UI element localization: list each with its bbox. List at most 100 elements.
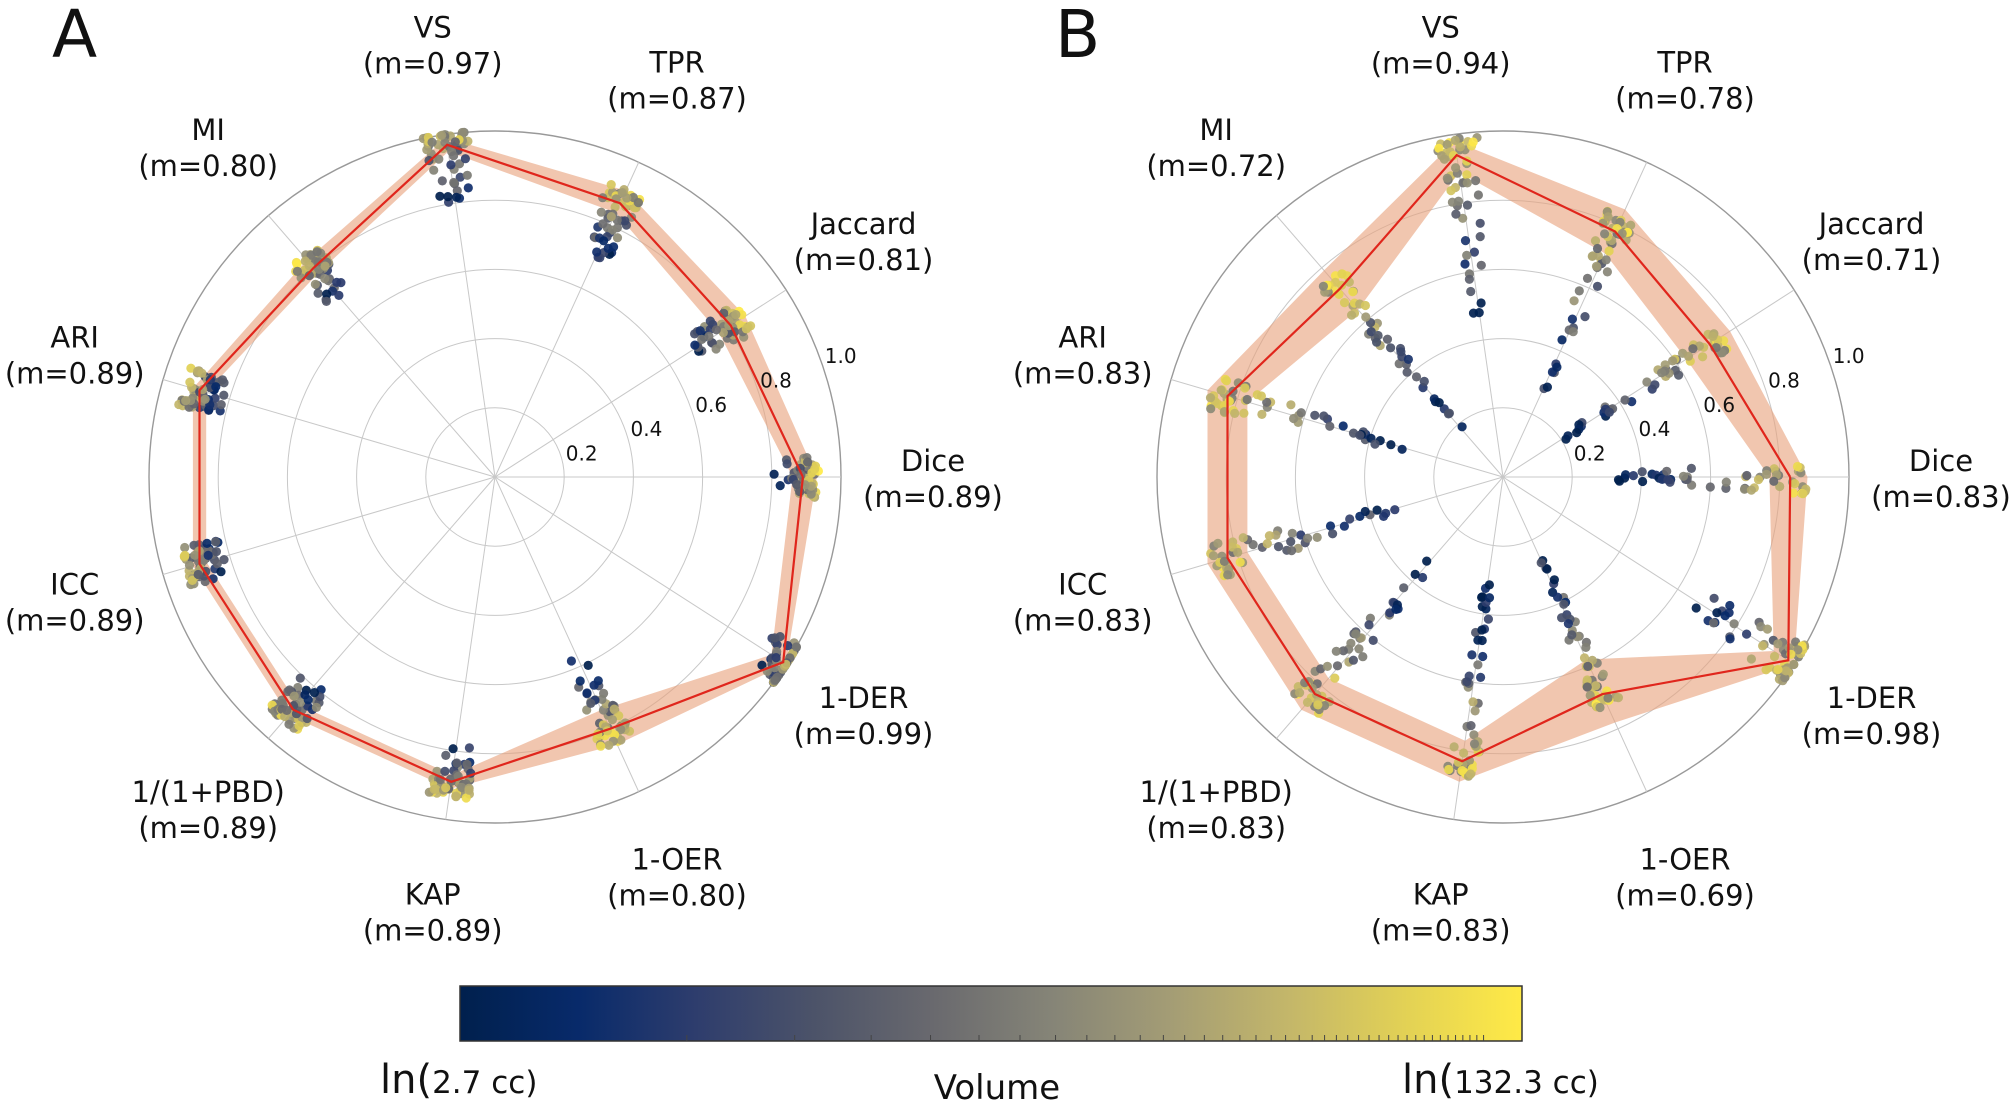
scatter-point bbox=[1583, 661, 1593, 672]
scatter-point bbox=[1662, 466, 1672, 476]
scatter-point bbox=[1469, 247, 1479, 257]
scatter-point bbox=[1233, 378, 1243, 388]
scatter-point bbox=[1739, 484, 1750, 494]
scatter-point bbox=[1592, 243, 1603, 254]
scatter-point bbox=[1708, 618, 1719, 628]
colorbar-ticks bbox=[686, 1035, 1485, 1041]
scatter-point bbox=[1379, 511, 1389, 521]
scatter-point bbox=[792, 479, 802, 490]
radar-chart-b: B0.20.40.60.81.0Dice(m=0.83)Jaccard(m=0.… bbox=[1013, 0, 2011, 948]
axis-label-mean: (m=0.80) bbox=[138, 149, 278, 183]
scatter-point bbox=[322, 289, 332, 299]
scatter-point bbox=[1470, 706, 1480, 716]
scatter-point bbox=[1603, 212, 1613, 222]
axis-label-mean: (m=0.83) bbox=[1013, 357, 1153, 391]
axis-label-name: Dice bbox=[1909, 444, 1973, 478]
colorbar-max-value: 132.3 cc) bbox=[1454, 1065, 1599, 1101]
scatter-point bbox=[334, 290, 344, 300]
scatter-point bbox=[1239, 408, 1249, 418]
scatter-point bbox=[1780, 673, 1790, 683]
scatter-point bbox=[455, 172, 465, 182]
scatter-point bbox=[1331, 646, 1341, 656]
scatter-point bbox=[1422, 556, 1432, 566]
scatter-point bbox=[731, 310, 741, 320]
scatter-point bbox=[1792, 461, 1803, 472]
scatter-point bbox=[1403, 354, 1413, 364]
scatter-point bbox=[1620, 395, 1630, 405]
radial-tick-label: 0.4 bbox=[1639, 417, 1671, 441]
scatter-point bbox=[1474, 308, 1484, 318]
axis-label-name: 1-OER bbox=[631, 842, 722, 876]
scatter-point bbox=[1466, 769, 1476, 779]
panel-label: B bbox=[1055, 0, 1100, 73]
radial-tick-label: 0.6 bbox=[695, 393, 727, 417]
scatter-point bbox=[200, 394, 210, 404]
scatter-point bbox=[1464, 274, 1474, 284]
scatter-point bbox=[596, 207, 606, 217]
scatter-point bbox=[1663, 475, 1673, 485]
scatter-point bbox=[217, 375, 228, 385]
axis-label-mean: (m=0.83) bbox=[1146, 811, 1286, 845]
scatter-point bbox=[1588, 251, 1598, 261]
scatter-point bbox=[1762, 624, 1772, 634]
colorbar-min-prefix: ln( bbox=[380, 1057, 432, 1103]
scatter-point bbox=[1476, 260, 1486, 270]
scatter-point bbox=[1468, 137, 1478, 147]
scatter-point bbox=[185, 377, 195, 387]
scatter-point bbox=[711, 344, 721, 354]
scatter-point bbox=[1230, 408, 1240, 418]
scatter-point bbox=[1257, 409, 1267, 419]
grid-spoke bbox=[494, 476, 787, 665]
scatter-point bbox=[1219, 556, 1229, 567]
scatter-point bbox=[617, 188, 627, 198]
scatter-point bbox=[1459, 748, 1469, 758]
scatter-point bbox=[1322, 661, 1332, 672]
scatter-point bbox=[203, 550, 213, 561]
scatter-point bbox=[180, 550, 190, 561]
scatter-point bbox=[1567, 314, 1577, 324]
scatter-point bbox=[1683, 351, 1694, 361]
scatter-point bbox=[690, 340, 700, 350]
colorbar-min-value: 2.7 cc) bbox=[432, 1065, 537, 1101]
scatter-point bbox=[1568, 327, 1578, 337]
scatter-point bbox=[295, 673, 305, 683]
scatter-point bbox=[1613, 693, 1623, 703]
scatter-point bbox=[1460, 236, 1471, 246]
scatter-point bbox=[431, 784, 441, 794]
scatter-point bbox=[1563, 619, 1573, 629]
scatter-point bbox=[1712, 608, 1722, 618]
scatter-point bbox=[443, 192, 453, 202]
axis-label-mean: (m=0.78) bbox=[1615, 82, 1755, 116]
scatter-point bbox=[460, 154, 470, 164]
scatter-point bbox=[1603, 693, 1613, 703]
axis-label-name: 1-OER bbox=[1639, 842, 1730, 876]
axis-label-name: TPR bbox=[648, 46, 704, 80]
scatter-point bbox=[1394, 359, 1404, 369]
scatter-point bbox=[599, 236, 609, 246]
scatter-point bbox=[1339, 521, 1349, 531]
scatter-point bbox=[1444, 764, 1454, 775]
scatter-points bbox=[1205, 133, 1811, 781]
scatter-point bbox=[1473, 190, 1483, 200]
axis-label-name: Jaccard bbox=[1817, 207, 1925, 241]
scatter-point bbox=[597, 694, 607, 705]
scatter-point bbox=[446, 160, 456, 170]
radial-tick-label: 0.2 bbox=[1574, 442, 1606, 466]
axis-label-mean: (m=0.89) bbox=[138, 811, 278, 845]
scatter-point bbox=[1396, 347, 1406, 357]
scatter-point bbox=[202, 538, 212, 549]
scatter-point bbox=[1460, 259, 1470, 269]
scatter-point bbox=[1372, 505, 1382, 515]
scatter-point bbox=[1592, 281, 1603, 291]
axis-label-name: MI bbox=[191, 113, 225, 147]
scatter-point bbox=[1386, 343, 1396, 353]
scatter-point bbox=[184, 560, 195, 570]
axis-label-mean: (m=0.99) bbox=[794, 717, 934, 751]
scatter-point bbox=[1355, 511, 1365, 521]
scatter-point bbox=[1206, 404, 1216, 414]
scatter-point bbox=[1761, 469, 1772, 479]
scatter-point bbox=[1213, 538, 1223, 549]
scatter-point bbox=[711, 325, 721, 335]
scatter-point bbox=[697, 334, 707, 344]
scatter-point bbox=[1397, 444, 1407, 454]
